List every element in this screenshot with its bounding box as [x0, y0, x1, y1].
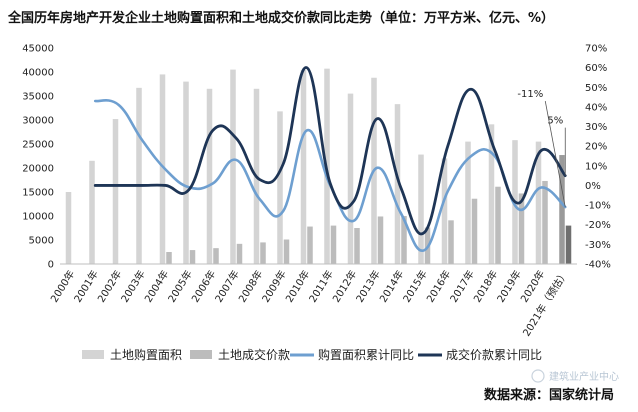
bar-land-price	[471, 198, 478, 264]
right-y-tick-label: 0%	[585, 181, 601, 192]
left-y-tick-label: 25000	[22, 140, 54, 151]
bar-land-price	[260, 242, 266, 264]
bar-land-area	[559, 155, 565, 264]
bar-land-area	[159, 74, 166, 265]
left-y-tick-label: 10000	[22, 212, 54, 223]
bar-land-area	[277, 111, 283, 264]
left-y-tick-label: 35000	[22, 92, 54, 103]
right-y-axis: -40% -30% -20% -10% 0% 10% 20% 30% 40% 50% 60% 70%	[585, 44, 611, 271]
right-y-tick-label: 40%	[585, 102, 607, 113]
right-y-tick-label: 10%	[585, 161, 607, 172]
bar-land-price	[542, 180, 548, 264]
source-text: 数据来源：国家统计局	[484, 387, 614, 403]
bar-land-area	[418, 154, 424, 264]
bar-land-price	[166, 252, 172, 264]
bar-series-group	[65, 68, 572, 265]
line-price-yoy	[93, 66, 567, 236]
legend-label: 成交价款累计同比	[446, 347, 542, 362]
bar-land-area	[183, 81, 189, 264]
x-axis: 2000年2001年2002年2003年2004年2005年2006年2007年…	[47, 263, 577, 339]
bar-land-price	[495, 186, 501, 264]
legend-label: 土地成交价款	[218, 347, 290, 362]
watermark: 建筑业产业中心	[531, 369, 619, 383]
bar-land-area	[112, 119, 119, 264]
right-y-tick-label: 20%	[585, 142, 607, 153]
legend-swatch	[190, 350, 212, 359]
bar-land-area	[65, 192, 72, 264]
left-y-tick-label: 40000	[22, 68, 54, 79]
left-y-tick-label: 30000	[22, 116, 54, 127]
bar-land-price	[236, 243, 243, 264]
legend-swatch	[82, 350, 104, 359]
bar-land-price	[307, 226, 313, 264]
right-y-tick-label: -40%	[585, 260, 611, 271]
legend-label: 购置面积累计同比	[318, 347, 414, 362]
line-series-group	[93, 66, 567, 252]
bar-land-area	[488, 124, 495, 264]
right-y-tick-label: -30%	[585, 240, 611, 251]
right-y-tick-label: 50%	[585, 83, 607, 94]
bar-land-price	[354, 228, 360, 264]
bar-land-price	[283, 239, 290, 264]
annotation-leader	[544, 100, 566, 208]
line-area-yoy	[93, 99, 567, 252]
bar-land-area	[206, 88, 213, 264]
bar-land-price	[565, 225, 572, 264]
right-y-tick-label: -10%	[585, 201, 611, 212]
bar-land-area	[347, 93, 354, 264]
bar-land-price	[377, 216, 384, 264]
left-y-tick-label: 0	[48, 260, 54, 271]
bar-land-area	[136, 87, 142, 264]
annotation-group: 5% -11%	[517, 89, 566, 208]
bar-land-area	[394, 104, 401, 264]
bar-land-area	[441, 158, 448, 264]
left-y-tick-label: 20000	[22, 164, 54, 175]
chart-title: 全国历年房地产开发企业土地购置面积和土地成交价款同比走势（单位：万平方米、亿元、…	[7, 10, 554, 26]
bar-land-area	[300, 70, 307, 264]
left-y-axis: 0 5000 10000 15000 20000 25000 30000 35000 40000…	[22, 44, 54, 271]
annotation-label: -11%	[517, 89, 543, 100]
bar-land-price	[518, 193, 525, 264]
right-y-tick-label: 60%	[585, 63, 607, 74]
bar-land-price	[330, 225, 337, 264]
right-y-tick-label: 70%	[585, 44, 607, 55]
bar-land-area	[230, 69, 236, 264]
left-y-tick-label: 15000	[22, 188, 54, 199]
legend-label: 土地购置面积	[110, 347, 182, 362]
annotation-label: 5%	[547, 116, 563, 127]
bar-land-area	[465, 141, 471, 264]
bar-land-price	[189, 250, 196, 264]
bar-land-price	[401, 216, 407, 264]
bar-land-price	[448, 220, 454, 264]
bar-land-area	[89, 160, 95, 264]
watermark-text: 建筑业产业中心	[549, 370, 619, 383]
right-y-tick-label: -20%	[585, 220, 611, 231]
left-y-tick-label: 5000	[29, 236, 54, 247]
bar-land-price	[213, 248, 219, 264]
right-y-tick-label: 30%	[585, 122, 607, 133]
left-y-tick-label: 45000	[22, 44, 54, 55]
legend: 土地购置面积 土地成交价款 购置面积累计同比 成交价款累计同比	[82, 347, 542, 362]
bar-land-area	[535, 141, 542, 264]
